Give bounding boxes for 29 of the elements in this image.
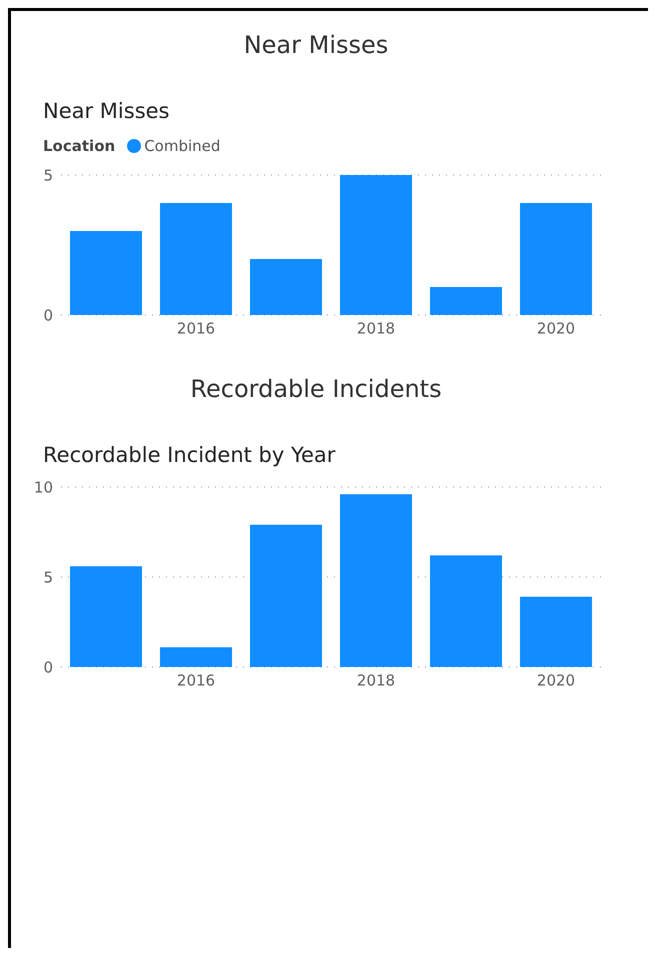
bar xyxy=(430,287,502,315)
bar xyxy=(160,647,232,667)
chart-subtitle: Near Misses xyxy=(43,99,171,123)
bar xyxy=(70,231,142,315)
bar xyxy=(340,494,412,667)
bar xyxy=(520,596,592,667)
y-tick-label: 5 xyxy=(43,568,53,586)
x-tick-label: 2016 xyxy=(176,672,216,690)
y-tick-label: 5 xyxy=(43,166,53,184)
bar xyxy=(70,566,142,667)
legend-title: Location xyxy=(43,137,116,155)
bar xyxy=(250,259,322,315)
bar xyxy=(250,524,322,667)
chart-title: Near Misses xyxy=(242,31,390,59)
y-tick-label: 10 xyxy=(34,478,53,496)
chart-title: Recordable Incidents xyxy=(189,375,443,403)
legend-label: Combined xyxy=(143,137,220,155)
x-tick-label: 2016 xyxy=(176,320,216,338)
x-tick-label: 2018 xyxy=(356,320,396,338)
x-tick-label: 2020 xyxy=(536,320,576,338)
y-tick-label: 0 xyxy=(43,306,53,324)
bar xyxy=(520,203,592,315)
bar xyxy=(340,175,412,315)
chart-subtitle: Recordable Incident by Year xyxy=(43,443,336,467)
bar xyxy=(430,555,502,667)
bar xyxy=(160,203,232,315)
y-tick-label: 0 xyxy=(43,658,53,676)
x-tick-label: 2018 xyxy=(356,672,396,690)
x-tick-label: 2020 xyxy=(536,672,576,690)
